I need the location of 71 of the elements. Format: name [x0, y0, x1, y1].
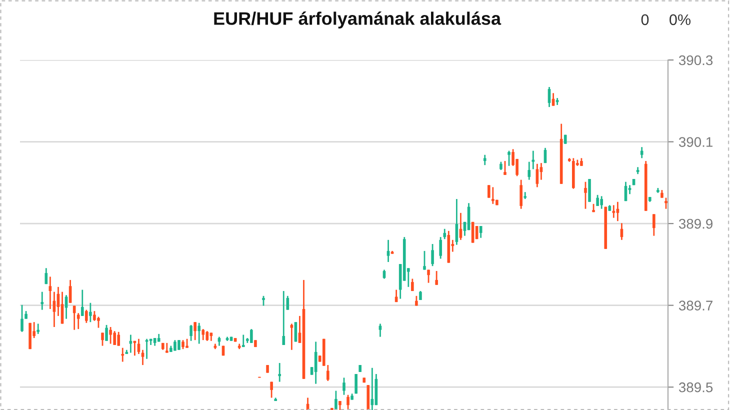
- candlestick: [40, 291, 44, 311]
- candlestick: [117, 331, 120, 346]
- candlestick: [431, 243, 434, 267]
- text: 0%: [670, 14, 690, 26]
- candlestick: [48, 276, 52, 310]
- candlestick: [206, 330, 209, 342]
- candlestick: [270, 381, 273, 398]
- candlestick: [492, 186, 494, 205]
- candlestick: [72, 305, 76, 331]
- candlestick: [435, 270, 438, 286]
- candlestick: [278, 362, 282, 382]
- y-tick-label: 390.3: [678, 55, 713, 66]
- y-tick-label: 389.7: [678, 300, 712, 310]
- candlestick: [85, 309, 88, 324]
- candlestick: [596, 194, 599, 207]
- candlestick: [600, 195, 603, 210]
- candlestick: [76, 312, 80, 330]
- candlestick: [282, 290, 286, 346]
- candlestick: [202, 328, 205, 341]
- candlestick: [20, 304, 24, 333]
- candlestick: [439, 236, 442, 260]
- candlestick: [528, 161, 531, 180]
- y-tick-label: 389.9: [678, 218, 713, 229]
- candlestick: [250, 328, 253, 344]
- candlestick: [294, 321, 298, 342]
- y-tick-label: 390.1: [678, 137, 712, 147]
- candlestick: [121, 347, 124, 362]
- candlestick: [194, 321, 196, 341]
- candlestick: [93, 310, 96, 322]
- candlestick: [664, 197, 668, 210]
- candlestick: [394, 289, 398, 303]
- candlestick: [36, 323, 40, 335]
- candlestick: [427, 269, 430, 284]
- candlestick: [540, 162, 543, 180]
- candlestick: [483, 154, 486, 166]
- candlestick: [64, 294, 68, 320]
- y-tick-label: 389.5: [678, 382, 713, 392]
- candlestick: [652, 213, 656, 237]
- candlestick: [342, 377, 346, 396]
- candlestick: [479, 225, 482, 239]
- candlestick: [113, 330, 116, 346]
- candlestick: [504, 160, 506, 176]
- candlestick: [89, 302, 92, 323]
- candlestick: [262, 295, 265, 306]
- candlestick: [68, 279, 72, 304]
- candlestick: [520, 179, 522, 210]
- candlestick: [242, 334, 245, 348]
- candlestick: [443, 228, 446, 240]
- candlestick: [97, 316, 100, 329]
- candlestick: [80, 289, 84, 317]
- candlestick: [105, 324, 108, 342]
- candlestick: [475, 225, 478, 240]
- candlestick: [552, 92, 555, 106]
- candlestick: [346, 394, 350, 410]
- candlestick: [129, 334, 132, 354]
- candlestick: [386, 239, 390, 263]
- candlestick: [109, 326, 112, 344]
- candlestick: [536, 163, 539, 188]
- chart-title: EUR/HUF árfolyamának alakulása: [214, 12, 502, 28]
- candlestick: [423, 250, 426, 270]
- candlestick: [334, 390, 338, 410]
- candlestick: [508, 150, 510, 167]
- candlestick: [290, 323, 294, 351]
- candlestick: [198, 322, 201, 344]
- candlestick: [584, 181, 587, 210]
- text: 0: [641, 14, 649, 26]
- candlestick: [190, 324, 192, 342]
- candlestick: [411, 278, 414, 292]
- candlestick: [101, 332, 104, 346]
- candlestick: [166, 342, 168, 354]
- candlestick: [471, 221, 474, 244]
